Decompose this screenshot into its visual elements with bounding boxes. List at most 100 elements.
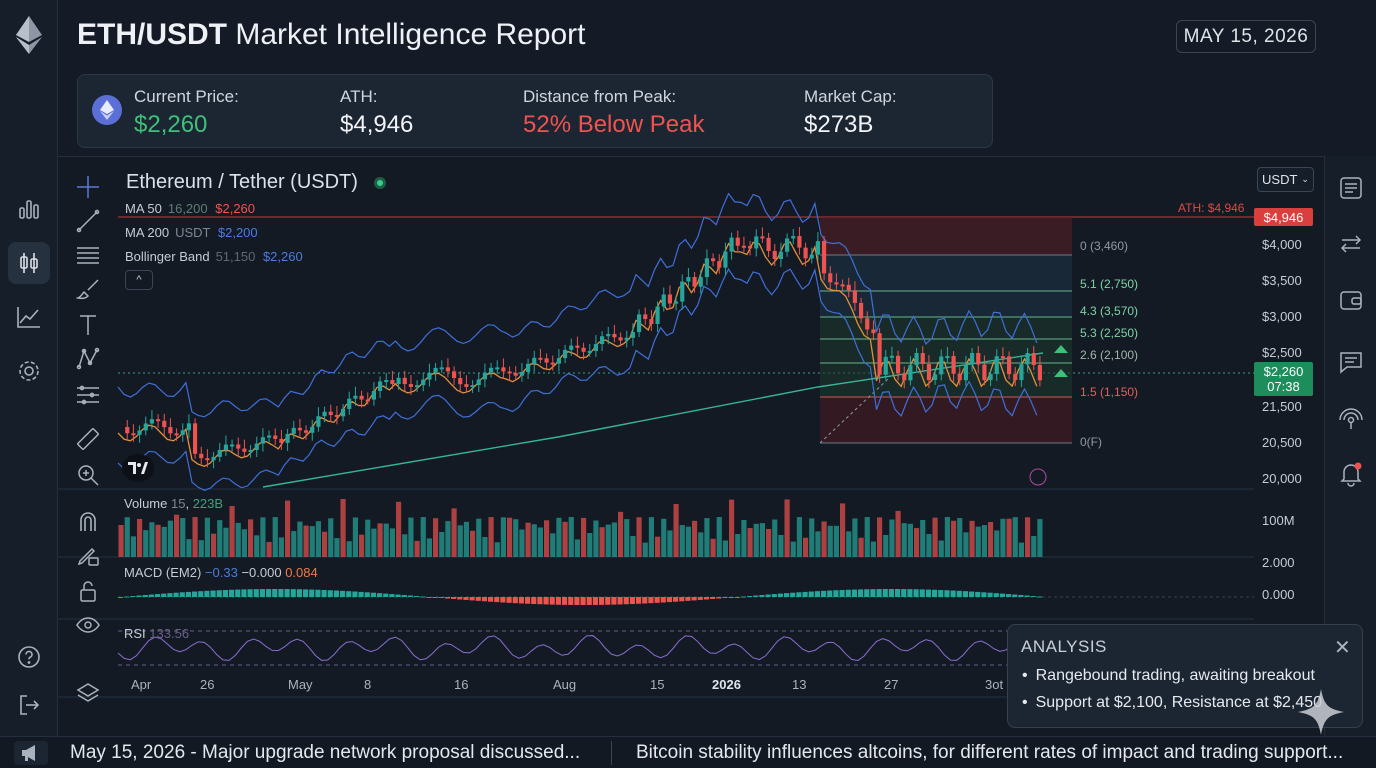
volume-bar bbox=[315, 521, 321, 557]
candle-body bbox=[193, 423, 198, 454]
crosshair-icon[interactable] bbox=[75, 174, 101, 200]
candle-body bbox=[1037, 364, 1042, 381]
ruler-icon[interactable] bbox=[75, 426, 101, 452]
macd-bar bbox=[531, 597, 537, 605]
macd-bar bbox=[272, 589, 278, 597]
chat-icon[interactable] bbox=[1337, 348, 1365, 376]
volume-bar bbox=[143, 530, 149, 557]
candle-body bbox=[871, 329, 876, 334]
volume-bar bbox=[883, 534, 889, 557]
legend-bollinger[interactable]: Bollinger Band 51,150 $2,260 bbox=[125, 249, 303, 264]
macd-bar bbox=[555, 597, 561, 605]
volume-bar bbox=[260, 517, 266, 557]
candle-body bbox=[1019, 364, 1024, 381]
ideas-icon[interactable] bbox=[1337, 404, 1365, 432]
macd-bar bbox=[740, 596, 746, 598]
legend-ma50[interactable]: MA 50 16,200 $2,260 bbox=[125, 201, 256, 216]
trendline-icon[interactable] bbox=[75, 208, 101, 234]
alerts-icon[interactable] bbox=[1337, 460, 1365, 488]
volume-bar bbox=[698, 532, 704, 557]
swap-icon[interactable] bbox=[1337, 230, 1365, 258]
macd-bar bbox=[340, 590, 346, 597]
candle-body bbox=[470, 385, 475, 388]
legend-ma200[interactable]: MA 200 USDT $2,200 bbox=[125, 225, 258, 240]
candle-body bbox=[982, 364, 987, 381]
candle-body bbox=[575, 345, 580, 348]
macd-bar bbox=[876, 589, 882, 597]
candle-body bbox=[371, 390, 376, 400]
candle-body bbox=[1025, 353, 1030, 365]
lock-icon[interactable] bbox=[75, 578, 101, 604]
bar-chart-icon[interactable] bbox=[8, 188, 50, 230]
volume-bar bbox=[778, 535, 784, 557]
candle-body bbox=[236, 444, 241, 449]
macd-bar bbox=[549, 597, 555, 605]
volume-bar bbox=[359, 534, 365, 557]
close-icon[interactable]: ✕ bbox=[1334, 637, 1351, 659]
line-chart-icon[interactable] bbox=[8, 296, 50, 338]
macd-bar bbox=[506, 597, 512, 603]
candles-icon[interactable] bbox=[8, 242, 50, 284]
volume-bar bbox=[377, 523, 383, 557]
candle-body bbox=[735, 237, 740, 246]
watchlist-icon[interactable] bbox=[1337, 174, 1365, 202]
volume-bar bbox=[174, 514, 180, 557]
drawing-toolbar bbox=[58, 156, 116, 736]
candle-body bbox=[723, 251, 728, 268]
macd-bar bbox=[679, 597, 685, 602]
macd-bar bbox=[901, 589, 907, 597]
volume-bar bbox=[272, 517, 278, 557]
volume-bar bbox=[130, 536, 136, 557]
candle-body bbox=[908, 365, 913, 381]
candle-body bbox=[741, 245, 746, 248]
volume-bar bbox=[463, 521, 469, 557]
stat-distance: Distance from Peak: 52% Below Peak bbox=[523, 87, 704, 139]
legend-collapse-button[interactable]: ^ bbox=[125, 270, 153, 290]
help-icon[interactable] bbox=[8, 636, 50, 678]
symbol-title[interactable]: Ethereum / Tether (USDT) bbox=[126, 171, 358, 193]
lock-edit-icon[interactable] bbox=[75, 542, 101, 568]
settings-icon[interactable] bbox=[8, 350, 50, 392]
candle-body bbox=[889, 355, 894, 358]
volume-bar bbox=[901, 523, 907, 557]
layers-icon[interactable] bbox=[75, 680, 101, 706]
volume-bar bbox=[1006, 518, 1012, 557]
macd-bar bbox=[420, 596, 426, 598]
macd-bar bbox=[611, 597, 617, 605]
wallet-icon[interactable] bbox=[1337, 286, 1365, 314]
macd-bar bbox=[370, 592, 376, 597]
macd-bar bbox=[814, 591, 820, 597]
volume-bar bbox=[611, 522, 617, 557]
price-chart[interactable] bbox=[58, 157, 1324, 737]
horizontal-lines-icon[interactable] bbox=[75, 242, 101, 268]
macd-bar bbox=[771, 594, 777, 597]
candle-body bbox=[828, 273, 833, 283]
ticker-item[interactable]: May 15, 2026 - Major upgrade network pro… bbox=[70, 742, 581, 763]
brush-icon[interactable] bbox=[75, 276, 101, 302]
macd-bar bbox=[962, 591, 968, 597]
macd-bar bbox=[913, 589, 919, 597]
candle-body bbox=[803, 247, 808, 259]
bollinger-upper bbox=[117, 192, 1038, 418]
text-icon[interactable] bbox=[75, 312, 101, 338]
macd-bar bbox=[543, 597, 549, 605]
macd-bar bbox=[716, 597, 722, 599]
logout-icon[interactable] bbox=[8, 684, 50, 726]
candle-body bbox=[957, 373, 962, 381]
macd-bar bbox=[327, 590, 333, 597]
zoom-icon[interactable] bbox=[75, 462, 101, 488]
candle-body bbox=[970, 353, 975, 365]
quote-currency-select[interactable]: USDT ⌄ bbox=[1257, 167, 1314, 192]
stat-ath: ATH: $4,946 bbox=[340, 87, 413, 139]
fib-icon[interactable] bbox=[75, 382, 101, 408]
volume-bar bbox=[531, 524, 537, 557]
ticker-item[interactable]: Bitcoin stability influences altcoins, f… bbox=[636, 742, 1344, 763]
candle-body bbox=[877, 333, 882, 375]
time-axis-label: 16 bbox=[454, 677, 469, 692]
ethereum-logo[interactable] bbox=[8, 14, 50, 56]
eye-icon[interactable] bbox=[75, 612, 101, 638]
candle-body bbox=[649, 319, 654, 324]
macd-bar bbox=[1024, 595, 1030, 597]
pattern-icon[interactable] bbox=[75, 346, 101, 372]
magnet-icon[interactable] bbox=[75, 508, 101, 534]
